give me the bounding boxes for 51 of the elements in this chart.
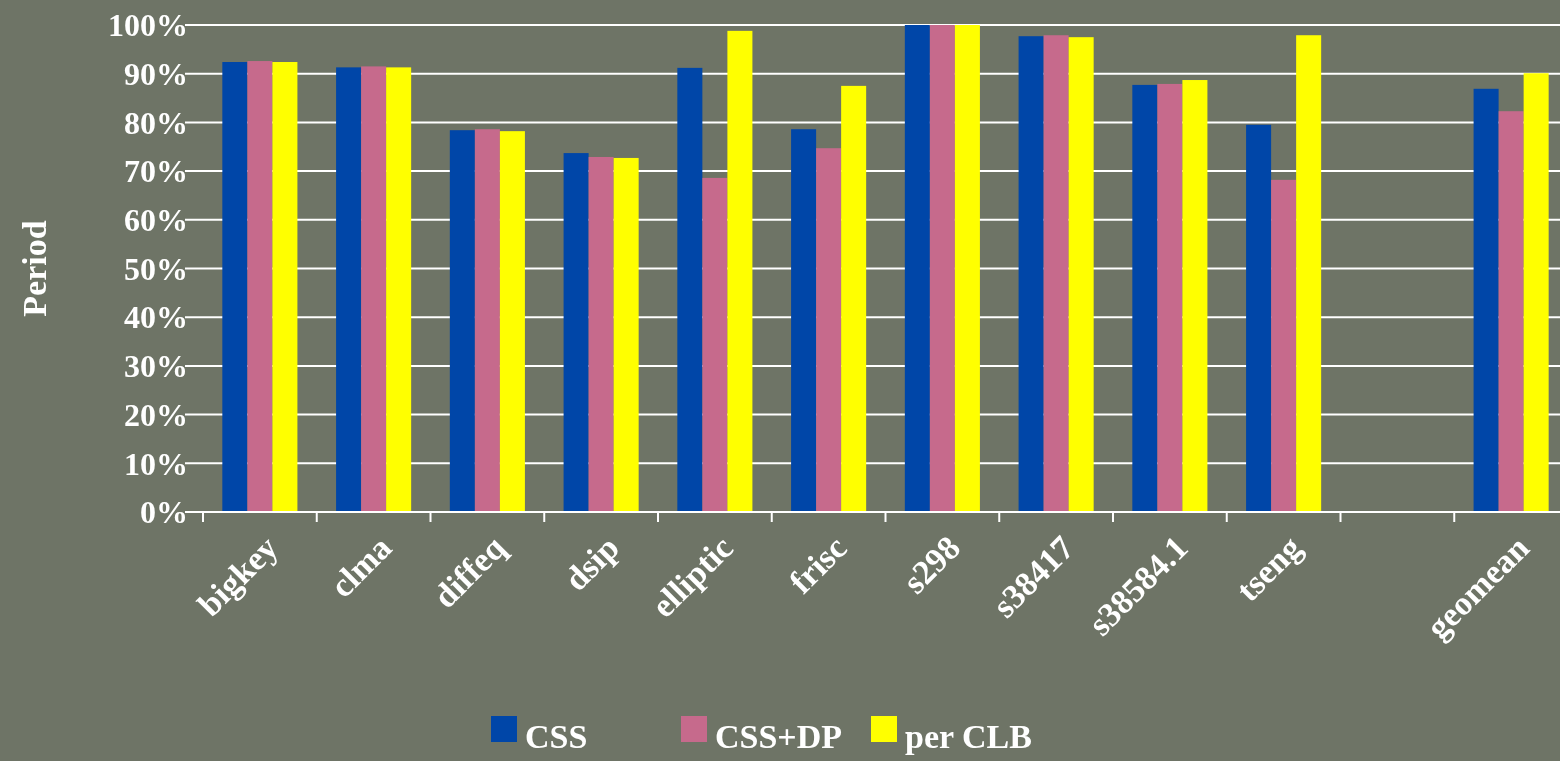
bar [929, 25, 955, 512]
bar [386, 67, 412, 512]
bar [272, 62, 298, 512]
bar [222, 62, 248, 512]
bar [449, 130, 475, 512]
bar [336, 67, 362, 512]
bar [1296, 35, 1322, 512]
x-tick-label: dsip [557, 528, 627, 598]
bar [954, 25, 980, 512]
y-tick-label: 60% [124, 202, 188, 238]
bar [1271, 179, 1297, 512]
y-tick-label: 80% [124, 104, 188, 141]
bar [791, 129, 817, 512]
x-tick-label: clma [323, 528, 399, 605]
bar [816, 148, 842, 512]
bar [1246, 124, 1272, 512]
bar [474, 129, 500, 512]
y-tick-label: 90% [124, 55, 188, 92]
bar [1498, 111, 1524, 512]
bar [499, 131, 525, 512]
bar [1523, 73, 1549, 512]
bar [727, 30, 753, 512]
y-tick-label: 20% [124, 396, 188, 433]
bar [563, 153, 589, 512]
bar [1043, 35, 1069, 512]
y-tick-label: 40% [124, 299, 188, 336]
bar [588, 156, 614, 512]
bar [1473, 88, 1499, 512]
bar [904, 25, 930, 512]
legend-label: CSS [525, 718, 588, 756]
x-tick-label: frisc [782, 528, 854, 601]
y-axis-title: Period [16, 220, 53, 317]
bar [613, 157, 639, 512]
y-tick-label: 50% [124, 250, 188, 287]
y-tick-label: 70% [124, 153, 188, 190]
bar [677, 67, 703, 512]
bar [361, 66, 387, 512]
bar [841, 85, 867, 512]
bar [702, 177, 728, 512]
y-tick-label: 100% [108, 7, 188, 44]
bar [1132, 84, 1158, 512]
legend-label: per CLB [905, 718, 1032, 756]
bar [1182, 80, 1208, 512]
y-tick-label: 0% [140, 494, 188, 531]
y-tick-label: 30% [124, 348, 188, 385]
bar [1068, 37, 1094, 512]
legend-label: CSS+DP [715, 718, 843, 756]
y-tick-label: 10% [124, 445, 188, 482]
bar [1018, 36, 1044, 512]
bar [247, 61, 273, 512]
bar [1157, 83, 1183, 512]
